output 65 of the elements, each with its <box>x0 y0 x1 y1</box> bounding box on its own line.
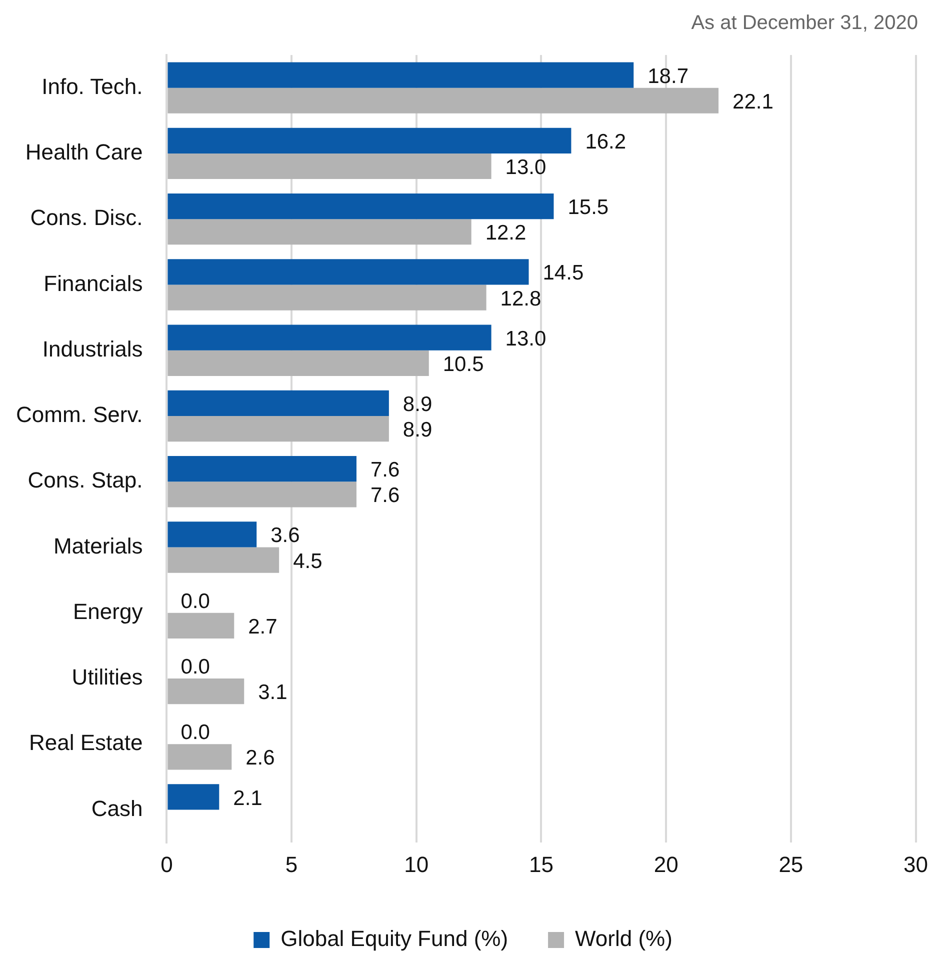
bar <box>168 456 356 482</box>
y-tick-label: Energy <box>72 598 143 624</box>
data-label: 3.6 <box>270 524 300 548</box>
x-tick-label: 0 <box>160 852 173 877</box>
bar <box>168 784 220 810</box>
x-tick-label: 30 <box>904 852 928 877</box>
bar <box>168 324 492 350</box>
data-label: 12.2 <box>485 222 526 245</box>
bar <box>168 612 234 638</box>
bar <box>168 153 492 180</box>
data-label: 13.0 <box>505 156 546 180</box>
x-tick-label: 20 <box>654 852 678 877</box>
data-label: 2.7 <box>248 615 278 638</box>
y-tick-label: Info. Tech. <box>42 74 143 99</box>
x-tick-label: 25 <box>778 852 804 877</box>
x-tick-label: 15 <box>529 852 554 877</box>
data-label: 22.1 <box>732 90 774 114</box>
data-label: 10.5 <box>442 352 484 376</box>
data-label: 0.0 <box>180 721 210 744</box>
data-label: 8.9 <box>402 418 432 442</box>
x-tick-label: 5 <box>285 852 298 877</box>
bar <box>168 88 719 114</box>
bar <box>168 128 572 154</box>
data-label: 13.0 <box>505 327 546 350</box>
data-label: 3.1 <box>258 681 288 704</box>
bar <box>168 678 244 704</box>
bar <box>168 284 486 310</box>
text: As at December 31, 2020 <box>691 12 918 35</box>
data-label: 8.9 <box>402 392 432 416</box>
bar <box>168 390 389 416</box>
y-tick-label: Materials <box>53 533 143 558</box>
data-label: 15.5 <box>568 196 609 220</box>
bar <box>168 62 634 88</box>
x-tick-label: 10 <box>404 852 429 877</box>
data-label: 2.6 <box>246 746 275 770</box>
y-tick-label: Comm. Serv. <box>16 402 143 428</box>
data-label: 7.6 <box>370 458 400 482</box>
bar <box>168 744 232 770</box>
y-tick-label: Cons. Stap. <box>28 468 143 493</box>
y-tick-label: Real Estate <box>28 730 143 756</box>
data-label: 0.0 <box>180 656 210 679</box>
data-label: 2.1 <box>233 786 262 810</box>
data-label: 18.7 <box>648 64 688 88</box>
legend-label: Global Equity Fund (%) <box>280 926 508 952</box>
y-tick-label: Industrials <box>42 336 143 362</box>
bar <box>168 219 472 245</box>
bar <box>168 193 554 220</box>
data-label: 7.6 <box>370 484 400 508</box>
y-tick-label: Cash <box>91 796 143 821</box>
bar <box>168 482 356 508</box>
y-tick-label: Health Care <box>25 140 143 165</box>
y-tick-label: Financials <box>44 270 143 296</box>
y-tick-label: Cons. Disc. <box>30 205 143 230</box>
legend-label: World (%) <box>575 926 672 952</box>
data-label: 16.2 <box>585 130 626 154</box>
bar <box>168 547 280 573</box>
bar <box>168 416 389 442</box>
bar <box>168 259 529 285</box>
data-label: 0.0 <box>180 590 210 613</box>
bar <box>168 522 257 548</box>
y-tick-label: Utilities <box>72 664 143 690</box>
data-label: 14.5 <box>542 262 584 285</box>
data-label: 4.5 <box>293 550 322 573</box>
bar <box>168 350 429 376</box>
data-label: 12.8 <box>500 287 542 310</box>
